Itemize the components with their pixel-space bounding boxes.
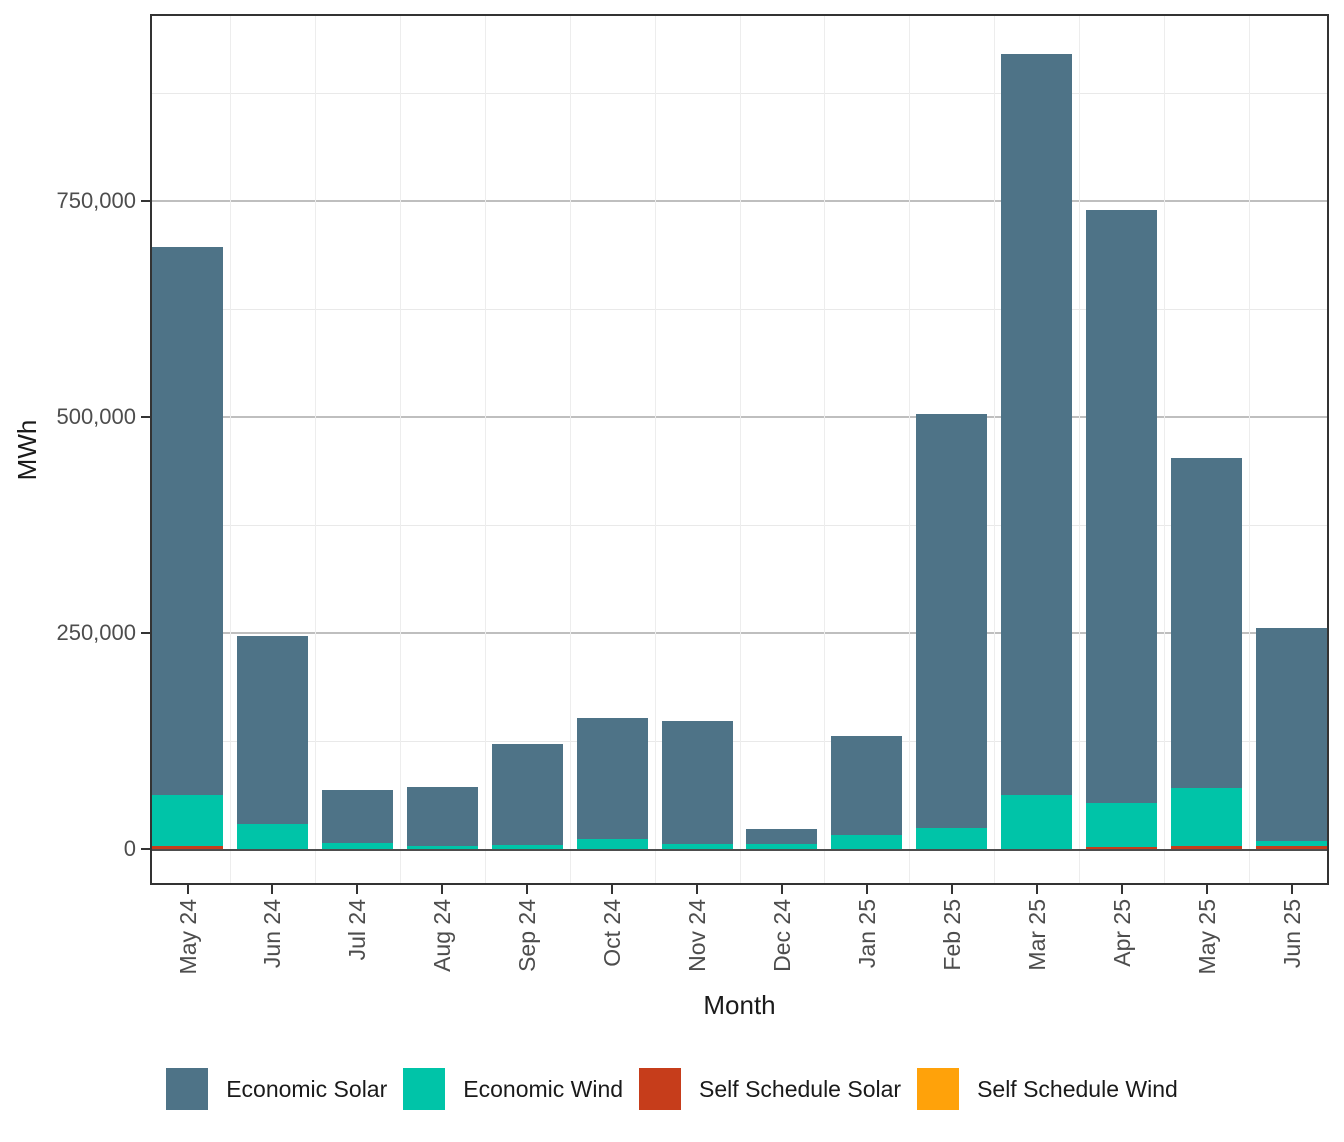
bar-segment xyxy=(576,839,648,849)
gridline-vertical xyxy=(314,16,316,883)
gridline-vertical xyxy=(1079,16,1081,883)
y-axis-tick xyxy=(141,848,150,850)
legend-swatch xyxy=(403,1068,446,1110)
x-tick-label: Jul 24 xyxy=(344,899,371,961)
bar-segment xyxy=(152,246,223,796)
y-axis-title: MWh xyxy=(12,419,42,481)
y-axis-tick xyxy=(141,632,150,634)
x-axis-tick xyxy=(356,885,359,894)
gridline-vertical xyxy=(229,16,231,883)
bar-segment xyxy=(746,829,818,844)
y-axis-tick xyxy=(141,416,150,418)
bar-segment xyxy=(916,414,988,829)
bar-segment xyxy=(746,843,818,849)
zero-line xyxy=(152,849,1327,851)
bar-segment xyxy=(1001,794,1073,849)
x-axis-tick xyxy=(1035,885,1038,894)
bar-segment xyxy=(916,828,988,849)
x-axis-tick xyxy=(611,885,614,894)
gridline-vertical xyxy=(1164,16,1166,883)
x-tick-label: May 25 xyxy=(1193,899,1220,975)
x-axis-tick xyxy=(186,885,189,894)
y-tick-label: 750,000 xyxy=(56,188,136,213)
gridline-vertical xyxy=(739,16,741,883)
bar-segment xyxy=(1086,803,1158,848)
x-tick-label: Aug 24 xyxy=(429,899,456,972)
gridline-vertical xyxy=(484,16,486,883)
x-axis-tick xyxy=(780,885,783,894)
bar-segment xyxy=(1256,841,1327,847)
x-tick-label: Mar 25 xyxy=(1023,899,1050,971)
bar-segment xyxy=(321,842,393,849)
bar-segment xyxy=(236,636,308,824)
bar-segment xyxy=(1171,846,1243,849)
legend-label: Economic Wind xyxy=(463,1075,624,1102)
legend-swatch xyxy=(639,1068,682,1110)
bar-segment xyxy=(831,735,903,836)
legend-label: Self Schedule Wind xyxy=(977,1075,1178,1102)
legend-swatch xyxy=(917,1068,960,1110)
bar-segment xyxy=(406,846,478,849)
gridline-vertical xyxy=(824,16,826,883)
gridline-vertical xyxy=(909,16,911,883)
plot-panel xyxy=(150,14,1329,885)
x-axis-tick xyxy=(950,885,953,894)
bar-segment xyxy=(1086,847,1158,849)
legend: Economic Solar Economic Wind Self Schedule… xyxy=(0,1068,1344,1110)
y-tick-label: 500,000 xyxy=(56,404,136,429)
legend-label: Self Schedule Solar xyxy=(699,1075,902,1102)
x-axis-tick xyxy=(696,885,699,894)
gridline-vertical xyxy=(569,16,571,883)
bar-segment xyxy=(576,717,648,840)
x-axis-tick xyxy=(271,885,274,894)
x-tick-label: Feb 25 xyxy=(938,899,965,971)
y-tick-label: 0 xyxy=(123,836,136,861)
bar-segment xyxy=(491,844,563,849)
bar-segment xyxy=(1086,209,1158,804)
legend-item: Self Schedule Solar xyxy=(639,1068,901,1110)
bar-segment xyxy=(1001,54,1073,795)
bar-segment xyxy=(491,744,563,845)
bar-segment xyxy=(661,721,733,844)
bar-segment xyxy=(406,786,478,847)
x-axis-tick xyxy=(1120,885,1123,894)
legend-item: Economic Wind xyxy=(403,1068,623,1110)
y-tick-label: 250,000 xyxy=(56,620,136,645)
gridline-vertical xyxy=(1249,16,1251,883)
bar-segment xyxy=(236,823,308,849)
x-tick-label: Oct 24 xyxy=(599,899,626,967)
x-tick-label: Jan 25 xyxy=(853,899,880,969)
x-tick-label: Apr 25 xyxy=(1108,899,1135,967)
bar-segment xyxy=(321,790,393,843)
legend-item: Economic Solar xyxy=(166,1068,387,1110)
x-tick-label: Sep 24 xyxy=(514,899,541,972)
bar-segment xyxy=(152,795,223,847)
x-tick-label: Nov 24 xyxy=(684,899,711,972)
legend-item: Self Schedule Wind xyxy=(917,1068,1178,1110)
x-axis-tick xyxy=(1290,885,1293,894)
bar-segment xyxy=(1256,846,1327,849)
x-tick-label: Jun 25 xyxy=(1278,899,1305,969)
gridline-vertical xyxy=(994,16,996,883)
x-tick-label: Dec 24 xyxy=(768,899,795,972)
legend-label: Economic Solar xyxy=(226,1075,388,1102)
y-axis-tick xyxy=(141,200,150,202)
bar-segment xyxy=(1171,457,1243,788)
gridline-vertical xyxy=(654,16,656,883)
x-axis-title: Month xyxy=(703,990,776,1020)
bar-segment xyxy=(1171,787,1243,847)
x-axis-tick xyxy=(865,885,868,894)
bar-segment xyxy=(661,843,733,849)
x-axis-tick xyxy=(441,885,444,894)
x-tick-label: May 24 xyxy=(174,899,201,975)
gridline-vertical xyxy=(399,16,401,883)
x-tick-label: Jun 24 xyxy=(259,899,286,969)
legend-swatch xyxy=(166,1068,209,1110)
x-axis-tick xyxy=(1205,885,1208,894)
bar-segment xyxy=(152,846,223,849)
x-axis-tick xyxy=(526,885,529,894)
bar-segment xyxy=(1256,627,1327,842)
bar-segment xyxy=(831,835,903,849)
